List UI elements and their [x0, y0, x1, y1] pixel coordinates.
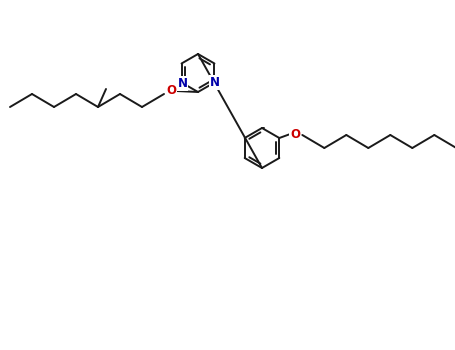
Text: N: N: [209, 76, 219, 89]
Text: O: O: [290, 127, 300, 140]
Text: O: O: [166, 84, 176, 98]
Text: N: N: [177, 77, 187, 90]
